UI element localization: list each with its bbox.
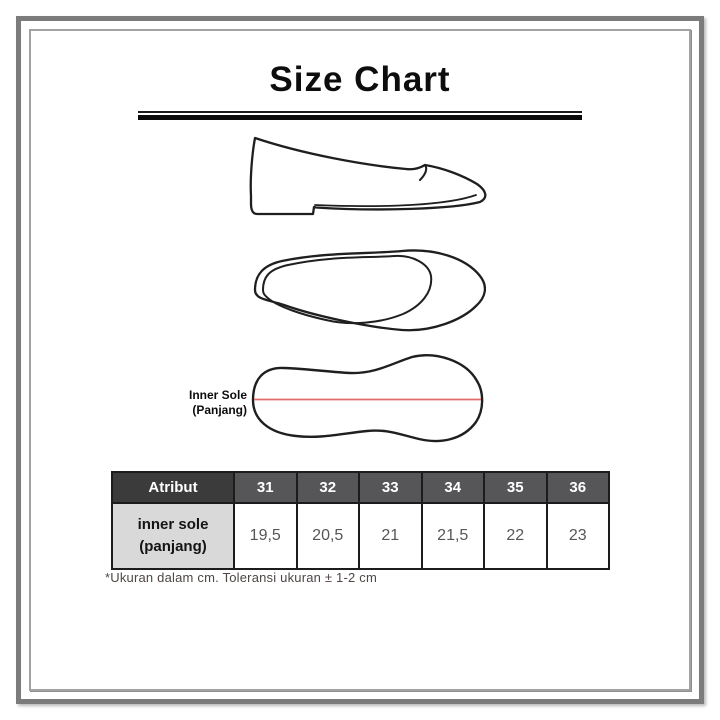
value-size-32: 20,5 — [295, 502, 360, 570]
table-header-size-35: 35 — [483, 471, 548, 504]
outer-frame — [16, 16, 704, 704]
inner-frame — [29, 29, 691, 691]
value-size-34: 21,5 — [420, 502, 485, 570]
shoe-sole-illustration — [251, 354, 484, 443]
divider-thin-line — [138, 111, 582, 113]
value-size-35: 22 — [483, 502, 548, 570]
inner-sole-label-line2: (Panjang) — [192, 403, 247, 417]
table-row-inner-sole: inner sole (panjang) 19,5 20,5 21 21,5 2… — [111, 502, 610, 570]
value-size-36: 23 — [545, 502, 610, 570]
table-header-size-31: 31 — [233, 471, 298, 504]
row-label-inner-sole: inner sole (panjang) — [111, 502, 235, 570]
title-divider — [138, 111, 582, 120]
shoe-top-view-illustration — [253, 249, 486, 332]
table-header-atribut: Atribut — [111, 471, 235, 504]
inner-sole-label-line1: Inner Sole — [188, 388, 247, 402]
size-table: Atribut 31 32 33 34 35 36 inner sole (pa… — [111, 471, 610, 570]
value-size-31: 19,5 — [233, 502, 298, 570]
shoe-side-view-illustration — [249, 136, 487, 216]
inner-sole-label: Inner Sole (Panjang) — [145, 388, 247, 418]
row-label-line2: (panjang) — [139, 538, 207, 555]
table-header-size-34: 34 — [420, 471, 485, 504]
page-title: Size Chart — [269, 60, 451, 99]
footnote: *Ukuran dalam cm. Toleransi ukuran ± 1-2… — [105, 570, 377, 585]
row-label-line1: inner sole — [137, 515, 209, 533]
table-header-row: Atribut 31 32 33 34 35 36 — [111, 471, 610, 504]
table-header-size-32: 32 — [295, 471, 360, 504]
table-header-size-33: 33 — [358, 471, 423, 504]
value-size-33: 21 — [358, 502, 423, 570]
divider-thick-line — [138, 115, 582, 120]
table-header-size-36: 36 — [545, 471, 610, 504]
